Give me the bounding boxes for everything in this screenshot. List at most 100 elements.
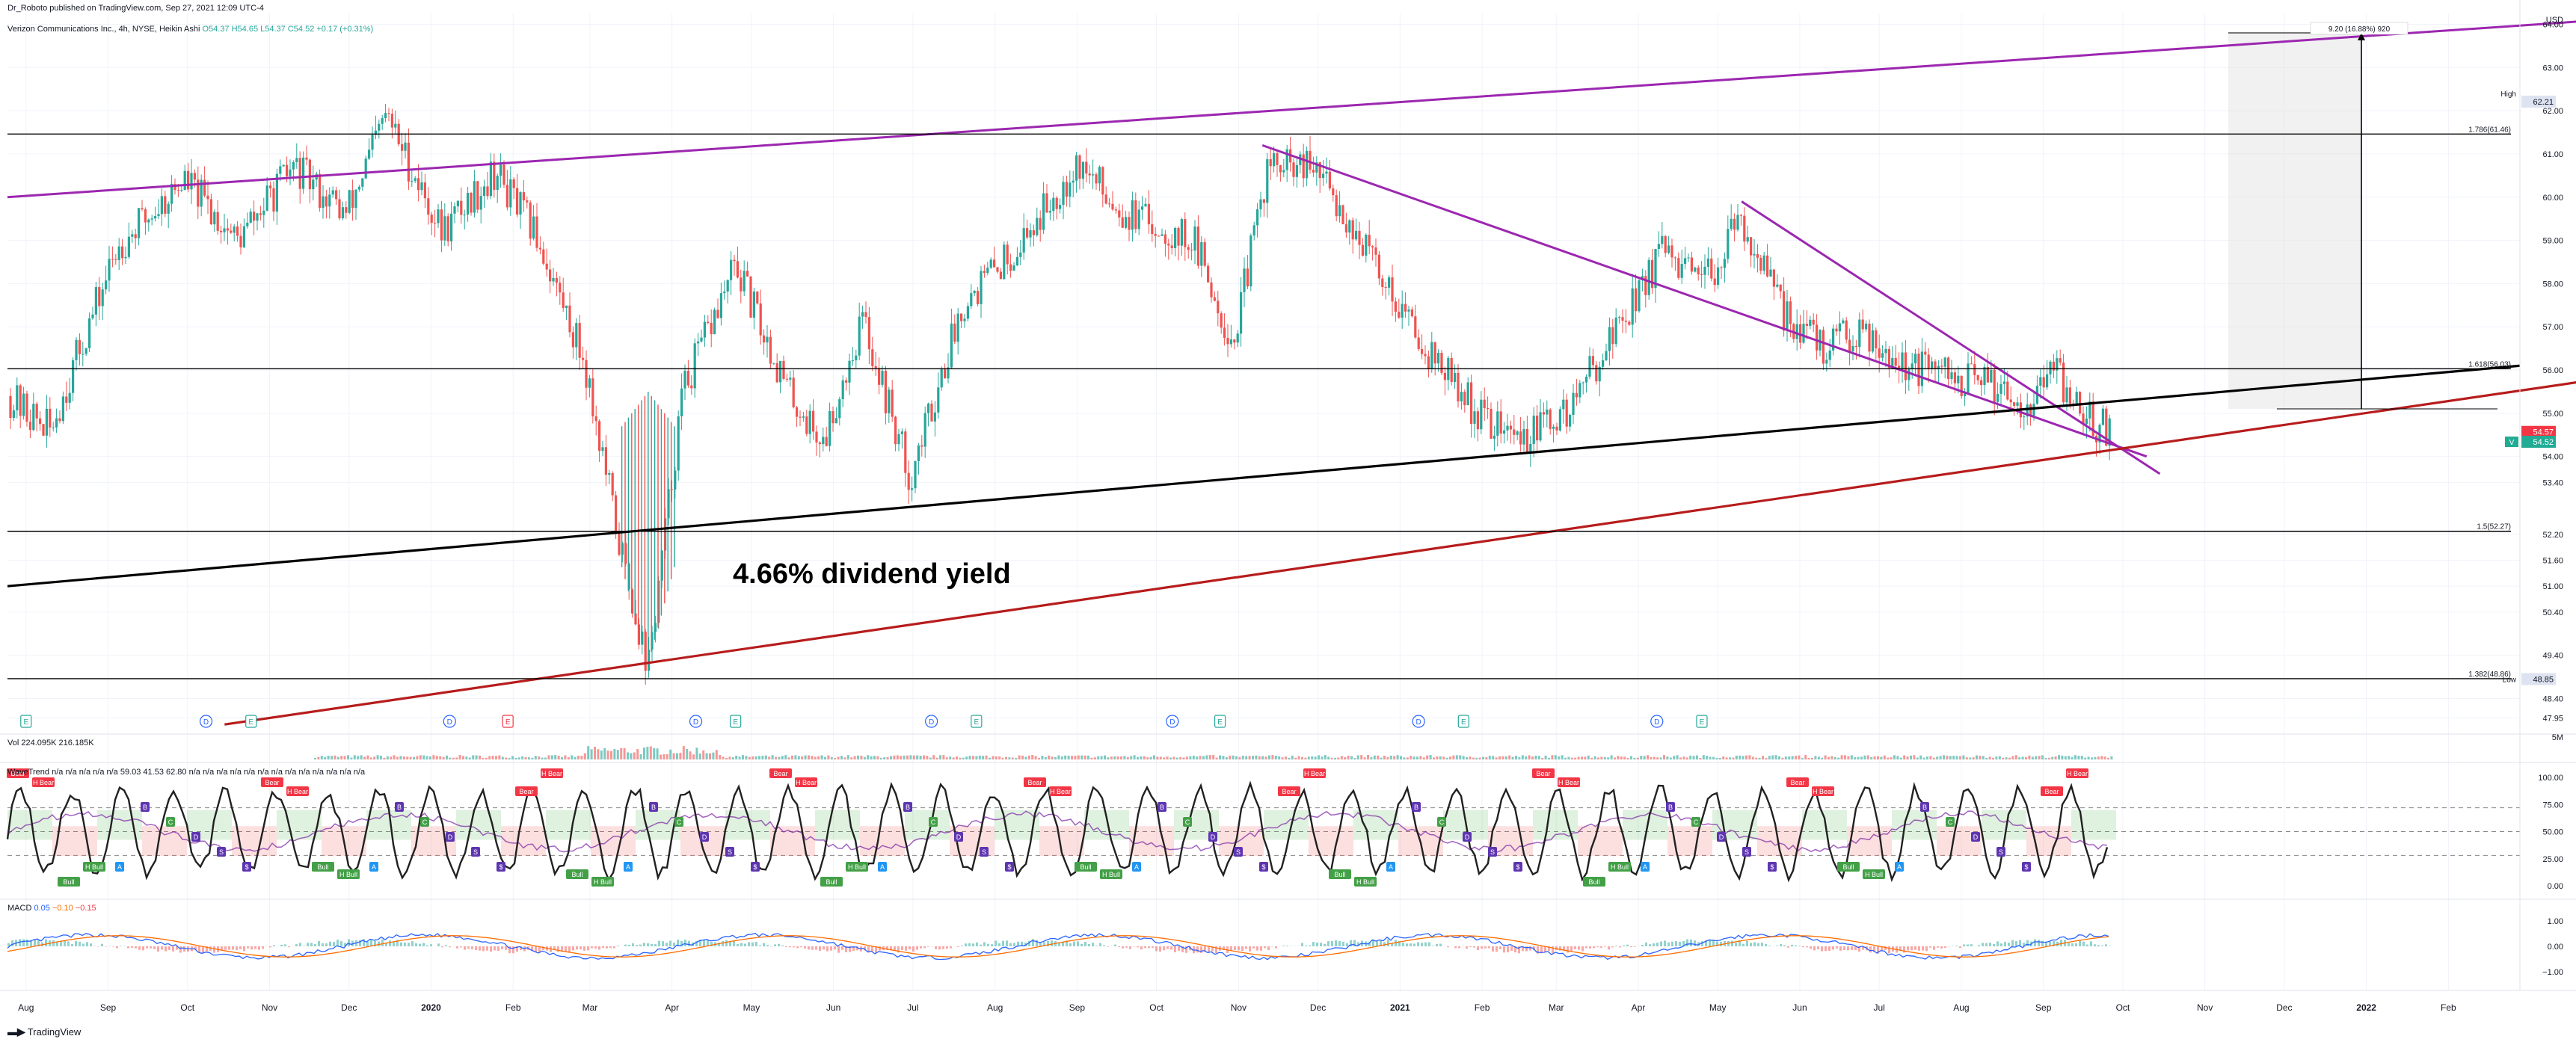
volume-bar <box>1656 757 1659 759</box>
volume-bar <box>867 755 870 759</box>
volume-bar <box>343 756 346 759</box>
candle-body <box>345 207 348 213</box>
macd-histogram-bar <box>1398 941 1401 946</box>
volume-bar <box>336 756 339 759</box>
volume-bar <box>1669 757 1672 759</box>
candle-body <box>1700 274 1703 276</box>
candle-body <box>884 371 887 413</box>
candle-body <box>1927 354 1930 369</box>
candle-body <box>1845 320 1848 340</box>
macd-histogram-bar <box>1181 946 1184 952</box>
macd-histogram-bar <box>1877 946 1879 954</box>
volume-bar <box>1080 755 1083 759</box>
candle-body <box>305 157 308 160</box>
volume-legend[interactable]: Vol 224.095K 216.185K <box>7 739 94 747</box>
candle-body <box>1404 303 1407 312</box>
candle-body <box>618 532 621 555</box>
wavetrend-tag-bg <box>7 768 29 778</box>
wavetrend-tag: H Bull <box>1102 871 1120 878</box>
macd-histogram-bar <box>1559 946 1561 951</box>
macd-histogram-bar <box>1320 943 1322 946</box>
macd-histogram-bar <box>755 942 757 946</box>
wavetrend-legend[interactable]: WaveTrend n/a n/a n/a n/a n/a 59.03 41.5… <box>7 768 365 777</box>
candle-body <box>1158 235 1161 237</box>
volume-bar <box>876 756 879 759</box>
volume-bar <box>1232 755 1235 759</box>
candle-body <box>1430 342 1433 369</box>
volume-bar <box>587 746 590 759</box>
candle-body <box>713 309 716 335</box>
volume-bar <box>1518 757 1521 759</box>
candle-body <box>1986 366 1989 383</box>
volume-bar <box>1679 757 1682 759</box>
wavetrend-tag-bg <box>1208 832 1217 842</box>
volume-bar <box>972 756 974 759</box>
volume-bar <box>1650 757 1653 759</box>
candle-body <box>1555 426 1558 431</box>
candle-body <box>897 434 900 445</box>
macd-histogram-bar <box>688 940 690 946</box>
volume-bar <box>383 757 386 759</box>
candle-body <box>1022 228 1025 253</box>
macd-histogram-bar <box>1342 941 1344 946</box>
macd-histogram-bar <box>1806 946 1808 948</box>
candle-body <box>611 472 614 496</box>
tradingview-logo[interactable]: ▬▶ TradingView <box>7 1026 81 1038</box>
symbol-legend[interactable]: Verizon Communications Inc., 4h, NYSE, H… <box>7 25 373 34</box>
candle-body <box>88 318 91 348</box>
volume-bar <box>827 755 830 759</box>
macd-histogram-bar <box>168 946 170 950</box>
volume-bar <box>935 757 938 759</box>
volume-bar <box>653 747 656 759</box>
candle-body <box>1062 182 1065 206</box>
candle-body <box>499 164 502 176</box>
volume-bar <box>1406 757 1409 759</box>
candle-body <box>785 378 788 380</box>
volume-bar <box>1034 756 1037 759</box>
macd-histogram-bar <box>325 943 328 946</box>
macd-histogram-bar <box>202 946 204 954</box>
wavetrend-tag: A <box>1897 863 1902 871</box>
macd-histogram-bar <box>381 939 384 946</box>
volume-bar <box>1199 756 1202 759</box>
symbol-title: Verizon Communications Inc., 4h, NYSE, H… <box>7 25 200 34</box>
volume-bar <box>1847 756 1850 759</box>
candle-body <box>815 431 818 443</box>
volume-bar <box>1403 757 1406 759</box>
candle-body <box>707 321 710 323</box>
macd-histogram-bar <box>531 946 533 952</box>
macd-histogram-bar <box>1223 946 1225 950</box>
volume-bar <box>1311 756 1314 759</box>
macd-histogram-bar <box>695 940 698 946</box>
candle-body <box>2013 402 2016 406</box>
volume-bar <box>903 755 906 759</box>
volume-bar <box>1597 757 1599 759</box>
volume-bar <box>1814 756 1817 759</box>
volume-bar <box>613 749 616 759</box>
volume-bar <box>1051 756 1054 759</box>
macd-histogram-bar <box>1641 945 1644 946</box>
volume-bar <box>567 757 570 759</box>
candle-body <box>1358 230 1361 245</box>
volume-bar <box>672 753 675 759</box>
macd-histogram-bar <box>1518 946 1520 954</box>
macd-histogram-bar <box>280 944 283 946</box>
volume-bar <box>709 753 711 759</box>
volume-bar <box>1400 756 1402 759</box>
macd-legend[interactable]: MACD 0.05 −0.10 −0.15 <box>7 904 96 913</box>
macd-histogram-bar <box>482 946 485 952</box>
volume-bar <box>458 755 461 759</box>
wavetrend-tag-bg <box>1049 786 1072 796</box>
volume-bar <box>840 756 843 759</box>
macd-histogram-bar <box>565 946 567 952</box>
price-axis-label: 61.00 <box>2542 150 2563 159</box>
candle-body <box>532 216 535 239</box>
volume-bar <box>649 746 652 759</box>
macd-histogram-bar <box>733 940 735 946</box>
candle-body <box>608 472 611 475</box>
symbol-tag-letter: V <box>2509 439 2515 447</box>
macd-histogram-bar <box>329 941 331 946</box>
candle-body <box>1710 258 1713 279</box>
